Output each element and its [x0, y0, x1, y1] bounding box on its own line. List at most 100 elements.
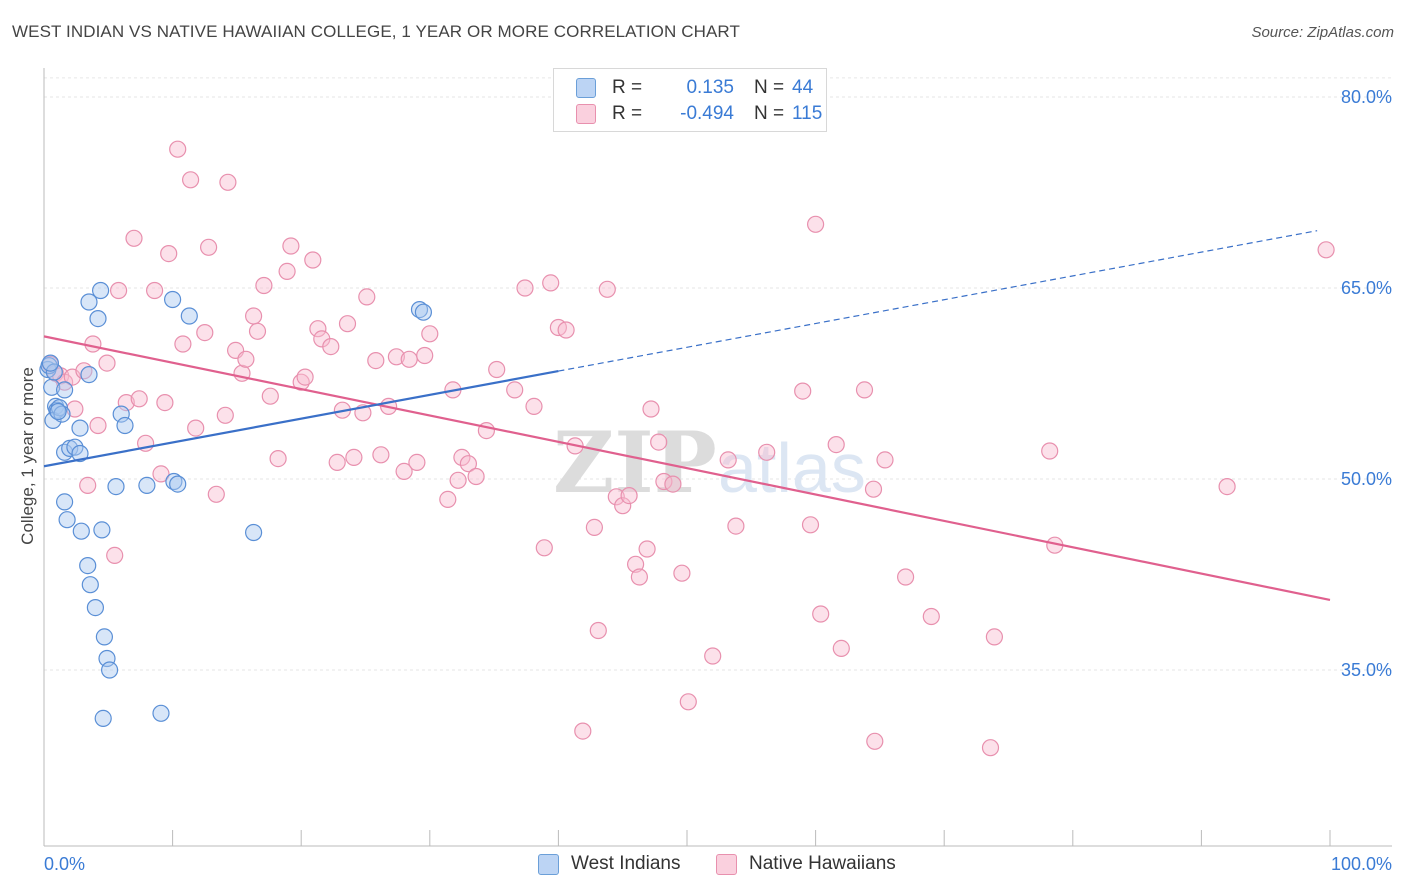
data-point [638, 540, 656, 558]
x-ticks [43, 830, 1331, 846]
x-tick-label-max: 100.0% [1331, 854, 1392, 874]
bottom-legend-swatch-blue [538, 853, 559, 875]
data-point [100, 661, 119, 679]
legend-swatch-pink [576, 104, 596, 124]
data-point [832, 639, 850, 658]
data-point [855, 381, 874, 399]
data-point [453, 448, 471, 466]
watermark: ZIP atlas [553, 413, 866, 512]
trend-lines [43, 230, 1331, 602]
data-point [180, 307, 198, 325]
y-tick-label: 80.0% [1341, 87, 1392, 107]
bottom-legend-label-native-hawaiians: Native Hawaiians [749, 853, 896, 874]
data-point [866, 732, 884, 750]
data-point [642, 400, 660, 418]
data-point [794, 382, 812, 400]
data-point [55, 381, 74, 399]
data-point [91, 281, 110, 300]
data-point [467, 467, 485, 486]
data-point [255, 276, 273, 295]
data-point [200, 238, 218, 256]
west-indians-points [39, 281, 432, 728]
data-point [71, 444, 89, 463]
data-point [607, 488, 625, 506]
data-point [45, 363, 63, 381]
data-point [614, 497, 632, 515]
data-point [138, 476, 156, 494]
data-point [80, 293, 98, 311]
data-point [1317, 241, 1335, 259]
bottom-legend-west-indians: West Indians [538, 852, 680, 876]
axes [43, 68, 1392, 847]
data-point [727, 517, 745, 535]
data-point [345, 448, 363, 466]
x-tick-label-min: 0.0% [44, 854, 85, 874]
legend-r-label: R = [612, 77, 643, 98]
data-point [269, 450, 287, 468]
legend-n-value: 44 [792, 77, 814, 98]
data-point [174, 335, 192, 353]
data-point [626, 555, 645, 573]
data-point [719, 451, 737, 469]
data-point [416, 346, 434, 365]
data-point [94, 709, 112, 728]
data-point [107, 478, 125, 496]
data-point [207, 485, 225, 503]
data-point [506, 381, 524, 399]
data-point [574, 722, 592, 740]
data-point [219, 173, 237, 191]
data-point [449, 471, 467, 489]
data-point [182, 171, 200, 189]
legend-n-label: N = [754, 77, 785, 98]
y-tick-label: 50.0% [1341, 469, 1392, 489]
data-point [408, 453, 426, 471]
trend-line-native-hawaiians [43, 335, 1331, 602]
data-point [328, 453, 346, 471]
watermark-zip: ZIP [553, 413, 717, 512]
data-point [876, 451, 894, 469]
data-point [395, 462, 413, 480]
data-point [557, 321, 575, 339]
data-point [421, 325, 439, 343]
data-point [414, 303, 432, 321]
data-point [49, 402, 67, 421]
y-tick-labels: 35.0% 50.0% 65.0% 80.0% [1341, 87, 1392, 680]
y-tick-label: 65.0% [1341, 278, 1392, 298]
data-point [598, 280, 616, 298]
data-point [535, 539, 553, 557]
data-point [58, 511, 76, 529]
data-point [896, 568, 915, 586]
stats-legend: R = 0.135 N = 44 R = -0.494 N = 115 [553, 68, 827, 132]
data-point [71, 419, 89, 437]
data-point [41, 354, 60, 372]
data-point [664, 475, 682, 493]
data-point [650, 433, 668, 451]
data-point [296, 368, 314, 386]
data-point [704, 647, 722, 665]
data-point [922, 607, 940, 626]
data-point [169, 140, 187, 158]
data-point [304, 251, 322, 269]
data-point [196, 324, 214, 342]
trend-line-west-indians-extension [558, 230, 1318, 372]
y-tick-label: 35.0% [1341, 660, 1392, 680]
data-point [801, 516, 820, 534]
data-point [187, 419, 205, 437]
data-point [459, 455, 477, 473]
watermark-atlas: atlas [718, 429, 866, 507]
data-point [400, 350, 418, 368]
data-point [106, 546, 124, 565]
data-point [98, 354, 116, 372]
data-point [237, 350, 255, 368]
data-point [679, 693, 697, 711]
data-point [81, 576, 99, 594]
data-point [156, 394, 174, 412]
legend-n-value: 115 [792, 103, 823, 124]
data-point [985, 628, 1004, 646]
data-point [585, 518, 604, 537]
legend-row-native-hawaiians: R = -0.494 N = 115 [576, 102, 822, 126]
trend-line-west-indians [43, 370, 559, 468]
data-point [216, 406, 234, 424]
data-point [827, 436, 845, 454]
data-point [80, 366, 98, 384]
